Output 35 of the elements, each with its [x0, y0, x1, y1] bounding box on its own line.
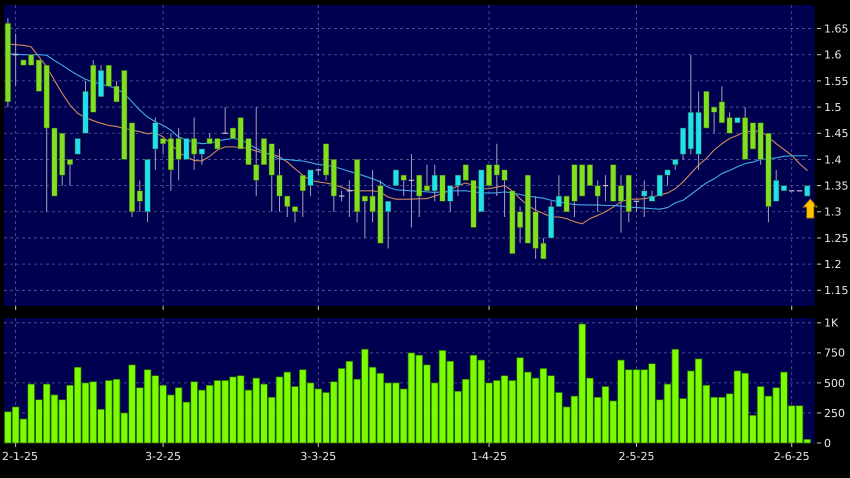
candlestick: [214, 138, 220, 150]
y-tick-label: 500: [824, 376, 845, 390]
y-tick-label: 1.55: [824, 74, 848, 88]
y-tick-label: 0: [824, 436, 831, 450]
y-tick-label: 1.15: [824, 284, 848, 298]
y-tick-label: 750: [824, 346, 845, 360]
y-tick-label: 1.45: [824, 127, 848, 140]
candlestick: [198, 148, 205, 166]
x-tick-label: 3-2-25: [145, 450, 182, 463]
candlestick: [222, 106, 228, 134]
x-tick-label: 2-6-25: [774, 450, 810, 463]
candlestick: [672, 158, 678, 170]
candlestick: [206, 132, 213, 144]
y-tick-label: 1.2: [824, 258, 842, 271]
candlestick: [633, 200, 640, 212]
y-tick-label: 250: [824, 406, 845, 420]
x-tick-label: 1-4-25: [471, 450, 508, 463]
y-tick-label: 1.3: [824, 206, 842, 219]
candlestick: [346, 180, 353, 218]
y-tick-label: 1.4: [824, 153, 842, 166]
y-tick-label: 1.6: [824, 48, 842, 62]
y-tick-label: 1.65: [824, 22, 848, 36]
y-tick-label: 1K: [824, 316, 839, 330]
candlestick: [540, 237, 546, 260]
x-tick-label: 2-5-25: [618, 450, 654, 463]
candlestick: [416, 174, 422, 218]
candlestick: [12, 33, 19, 87]
x-tick-label: 2-1-25: [2, 450, 38, 463]
candlestick: [804, 185, 810, 197]
candlestick: [67, 158, 73, 186]
y-tick-label: 1.35: [824, 179, 848, 192]
x-tick-label: 3-3-25: [300, 450, 336, 463]
y-tick-label: 1.25: [824, 232, 848, 245]
y-tick-label: 1.5: [824, 100, 842, 114]
candlestick: [74, 138, 81, 154]
